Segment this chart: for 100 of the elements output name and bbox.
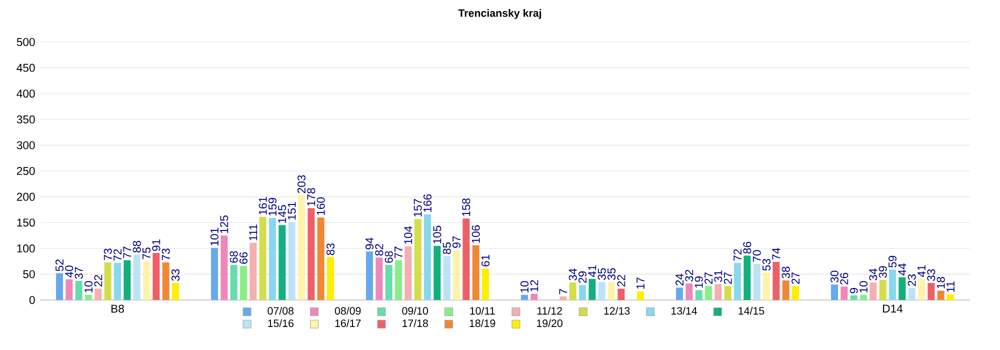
data-label: 88: [132, 240, 141, 252]
data-label: 159: [268, 198, 277, 216]
data-label: 24: [676, 274, 684, 286]
legend-label: 16/17: [335, 319, 361, 328]
data-label: 151: [288, 202, 296, 220]
bar: [705, 286, 712, 300]
data-label: 97: [452, 236, 461, 248]
bar: [579, 285, 586, 300]
data-label: 10: [860, 281, 868, 292]
legend-label: 15/16: [268, 319, 294, 328]
bar: [530, 294, 538, 300]
bar: [278, 225, 286, 300]
data-label: 22: [617, 275, 626, 286]
bar: [724, 286, 732, 300]
data-label: 41: [918, 265, 926, 277]
bar: [763, 272, 770, 300]
y-tick-label: 150: [17, 218, 35, 227]
data-label: 203: [298, 175, 306, 194]
legend-label: 10/11: [470, 306, 495, 315]
legend-label: 19/20: [537, 319, 562, 328]
data-label: 52: [55, 260, 64, 272]
chart-title: Trenciansky kraj: [458, 9, 542, 19]
data-label: 33: [927, 269, 936, 281]
bar: [443, 256, 450, 300]
data-label: 68: [230, 251, 238, 263]
legend-label: 07/08: [268, 306, 294, 315]
y-tick-label: 350: [16, 115, 35, 124]
bar: [56, 273, 63, 300]
data-label: 59: [888, 256, 897, 268]
data-label: 30: [830, 270, 839, 282]
bar: [482, 268, 490, 300]
bar: [66, 279, 73, 300]
bar: [124, 260, 131, 300]
x-tick-label: B8: [111, 304, 124, 313]
data-label: 125: [220, 215, 228, 234]
data-label: 41: [588, 265, 596, 277]
bar: [114, 262, 121, 300]
bar: [753, 264, 760, 300]
data-label: 85: [442, 242, 451, 254]
y-tick-label: 300: [16, 141, 35, 150]
bar: [269, 218, 276, 300]
data-label: 19: [694, 276, 703, 288]
bar: [327, 257, 334, 300]
bar: [259, 216, 266, 300]
bar: [133, 254, 140, 300]
y-tick-label: 450: [16, 64, 35, 72]
data-label: 23: [908, 274, 916, 286]
data-label: 12: [530, 280, 538, 292]
legend-label: 14/15: [738, 306, 764, 315]
data-label: 39: [878, 266, 887, 278]
data-label: 37: [74, 267, 83, 279]
bar: [588, 278, 596, 300]
bar: [840, 286, 848, 300]
bar: [404, 246, 412, 300]
data-label: 161: [258, 196, 267, 214]
data-label: 32: [685, 270, 694, 282]
bar: [831, 284, 838, 300]
bar: [453, 250, 460, 300]
data-label: 160: [316, 197, 325, 215]
bar: [104, 262, 112, 300]
bar: [162, 262, 170, 300]
bar: [143, 261, 150, 300]
bar: [250, 242, 257, 300]
data-label: 145: [278, 205, 286, 223]
data-label: 106: [472, 225, 480, 243]
data-label: 73: [104, 248, 112, 260]
bar: [618, 288, 625, 300]
data-label: 40: [65, 266, 74, 278]
y-tick-label: 50: [23, 270, 35, 278]
bar: [94, 288, 102, 300]
bar: [598, 282, 606, 300]
bar: [240, 266, 247, 300]
bar: [376, 258, 383, 300]
y-tick-label: 250: [16, 167, 35, 176]
bar: [686, 283, 693, 300]
data-label: 75: [142, 248, 150, 260]
bar: [608, 282, 615, 300]
bar: [734, 262, 741, 300]
bar: [172, 282, 179, 300]
bar: [870, 282, 877, 300]
bar: [782, 280, 790, 300]
bar: [220, 236, 228, 300]
data-label: 157: [414, 199, 422, 217]
bar: [947, 294, 954, 300]
bar: [637, 291, 644, 300]
data-label: 27: [792, 272, 800, 284]
data-label: 104: [404, 226, 412, 244]
data-label: 66: [240, 252, 248, 264]
x-tick-label: D14: [883, 304, 903, 313]
data-label: 61: [482, 254, 490, 266]
data-label: 31: [714, 270, 722, 282]
bar: [521, 294, 528, 300]
legend-label: 13/14: [671, 306, 698, 315]
legend-label: 09/10: [402, 306, 428, 315]
data-label: 44: [898, 263, 906, 276]
data-label: 34: [568, 268, 577, 280]
data-label: 72: [734, 249, 742, 261]
data-label: 166: [424, 194, 432, 212]
data-label: 35: [608, 268, 616, 280]
data-label: 7: [559, 289, 568, 294]
